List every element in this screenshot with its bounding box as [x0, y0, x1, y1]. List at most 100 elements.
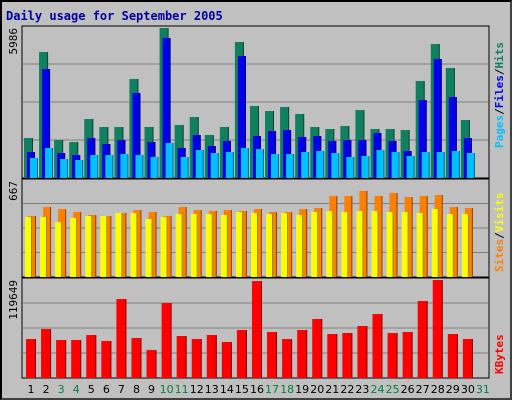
visits-bar-shadow: [407, 212, 409, 277]
visits-bar-shadow: [166, 217, 168, 277]
files-bar-shadow: [455, 97, 457, 178]
sites-bar-shadow: [230, 210, 232, 277]
pages-bar: [240, 148, 249, 178]
kbytes-bar-shadow: [200, 339, 202, 378]
kbytes-bar-shadow: [381, 314, 383, 378]
kbytes-bar-shadow: [351, 333, 353, 378]
sites-bar-shadow: [396, 193, 398, 277]
x-tick-label: 8: [133, 383, 140, 396]
sites-bar-shadow: [125, 213, 127, 277]
pages-bar: [346, 157, 355, 178]
pages-bar-shadow: [202, 150, 204, 178]
series-label-part: Sites: [493, 239, 506, 272]
kbytes-bar-shadow: [471, 339, 473, 378]
pages-bar-shadow: [338, 153, 340, 178]
sites-bar-shadow: [35, 216, 36, 277]
sites-bar-shadow: [321, 208, 323, 277]
files-bar-shadow: [139, 93, 141, 178]
sites-bar-shadow: [306, 209, 308, 277]
visits-bar-shadow: [467, 214, 469, 277]
sites-bar-shadow: [95, 215, 97, 277]
pages-bar-shadow: [67, 159, 69, 178]
kbytes-bar-shadow: [456, 334, 458, 378]
visits-bar: [130, 213, 138, 277]
visits-bar: [100, 216, 108, 277]
visits-bar-shadow: [76, 218, 78, 277]
visits-bar: [341, 212, 349, 277]
kbytes-bar: [327, 334, 338, 378]
pages-bar: [195, 150, 204, 178]
kbytes-bar: [56, 340, 67, 378]
pages-bar: [271, 154, 280, 178]
kbytes-bar-shadow: [185, 336, 187, 378]
visits-bar: [175, 214, 183, 277]
visits-bar-shadow: [452, 214, 454, 277]
chart-title: Daily usage for September 2005: [6, 9, 223, 23]
sites-bar-shadow: [50, 207, 52, 277]
visits-bar: [235, 212, 243, 277]
files-bar: [448, 97, 457, 178]
pages-bar: [301, 152, 310, 178]
pages-bar: [406, 156, 415, 178]
sites-bar-shadow: [291, 212, 293, 277]
sites-bar-shadow: [155, 212, 157, 277]
x-tick-label: 28: [431, 383, 445, 396]
visits-bar: [416, 213, 424, 277]
x-tick-label: 21: [325, 383, 339, 396]
pages-bar: [451, 151, 460, 178]
files-bar: [162, 38, 171, 178]
visits-bar-shadow: [377, 211, 379, 277]
x-tick-label: 18: [280, 383, 294, 396]
visits-bar: [40, 217, 48, 277]
visits-bar: [25, 217, 32, 277]
pages-bar-shadow: [383, 150, 385, 178]
visits-bar-shadow: [256, 213, 258, 277]
kbytes-bar: [236, 330, 247, 378]
x-tick-label: 10: [160, 383, 174, 396]
pages-bar: [421, 152, 430, 178]
kbytes-bar-shadow: [155, 350, 157, 378]
sites-bar-shadow: [276, 212, 278, 277]
sites-bar-shadow: [456, 207, 458, 277]
x-tick-label: 26: [401, 383, 415, 396]
pages-bar-shadow: [398, 152, 400, 178]
kbytes-bar-shadow: [80, 340, 82, 378]
visits-bar: [220, 215, 228, 277]
pages-bar: [225, 152, 234, 178]
sites-bar-shadow: [260, 209, 262, 277]
visits-bar-shadow: [46, 217, 48, 277]
pages-bar: [150, 157, 159, 178]
kbytes-bar: [267, 332, 278, 378]
files-bar-shadow: [425, 100, 427, 178]
kbytes-bar: [462, 339, 473, 378]
visits-bar-shadow: [241, 212, 243, 277]
kbytes-bar-shadow: [321, 319, 323, 378]
visits-bar: [250, 213, 258, 277]
x-tick-label: 2: [43, 383, 50, 396]
visits-bar-shadow: [151, 219, 153, 277]
pages-bar-shadow: [157, 157, 159, 178]
kbytes-bar-shadow: [140, 338, 142, 378]
kbytes-bar: [146, 350, 157, 378]
visits-bar-shadow: [136, 213, 138, 277]
kbytes-bar: [251, 281, 262, 378]
sites-bar-shadow: [80, 212, 82, 277]
x-tick-label: 15: [235, 383, 249, 396]
visits-bar: [160, 217, 168, 277]
files-bar: [42, 69, 51, 178]
kbytes-bar: [116, 299, 127, 378]
sites-bar-shadow: [245, 211, 247, 277]
x-tick-label: 9: [148, 383, 155, 396]
visits-bar-shadow: [302, 215, 304, 277]
files-bar-shadow: [440, 59, 442, 178]
pages-bar: [331, 153, 340, 178]
pages-bar-shadow: [353, 157, 355, 178]
kbytes-bar: [41, 329, 52, 378]
kbytes-bar-shadow: [95, 335, 97, 378]
pages-bar-shadow: [368, 156, 370, 178]
visits-bar-shadow: [347, 212, 349, 277]
visits-bar: [401, 212, 409, 277]
pages-bar-shadow: [278, 154, 280, 178]
pages-bar-shadow: [262, 149, 264, 178]
kbytes-bar: [372, 314, 383, 378]
